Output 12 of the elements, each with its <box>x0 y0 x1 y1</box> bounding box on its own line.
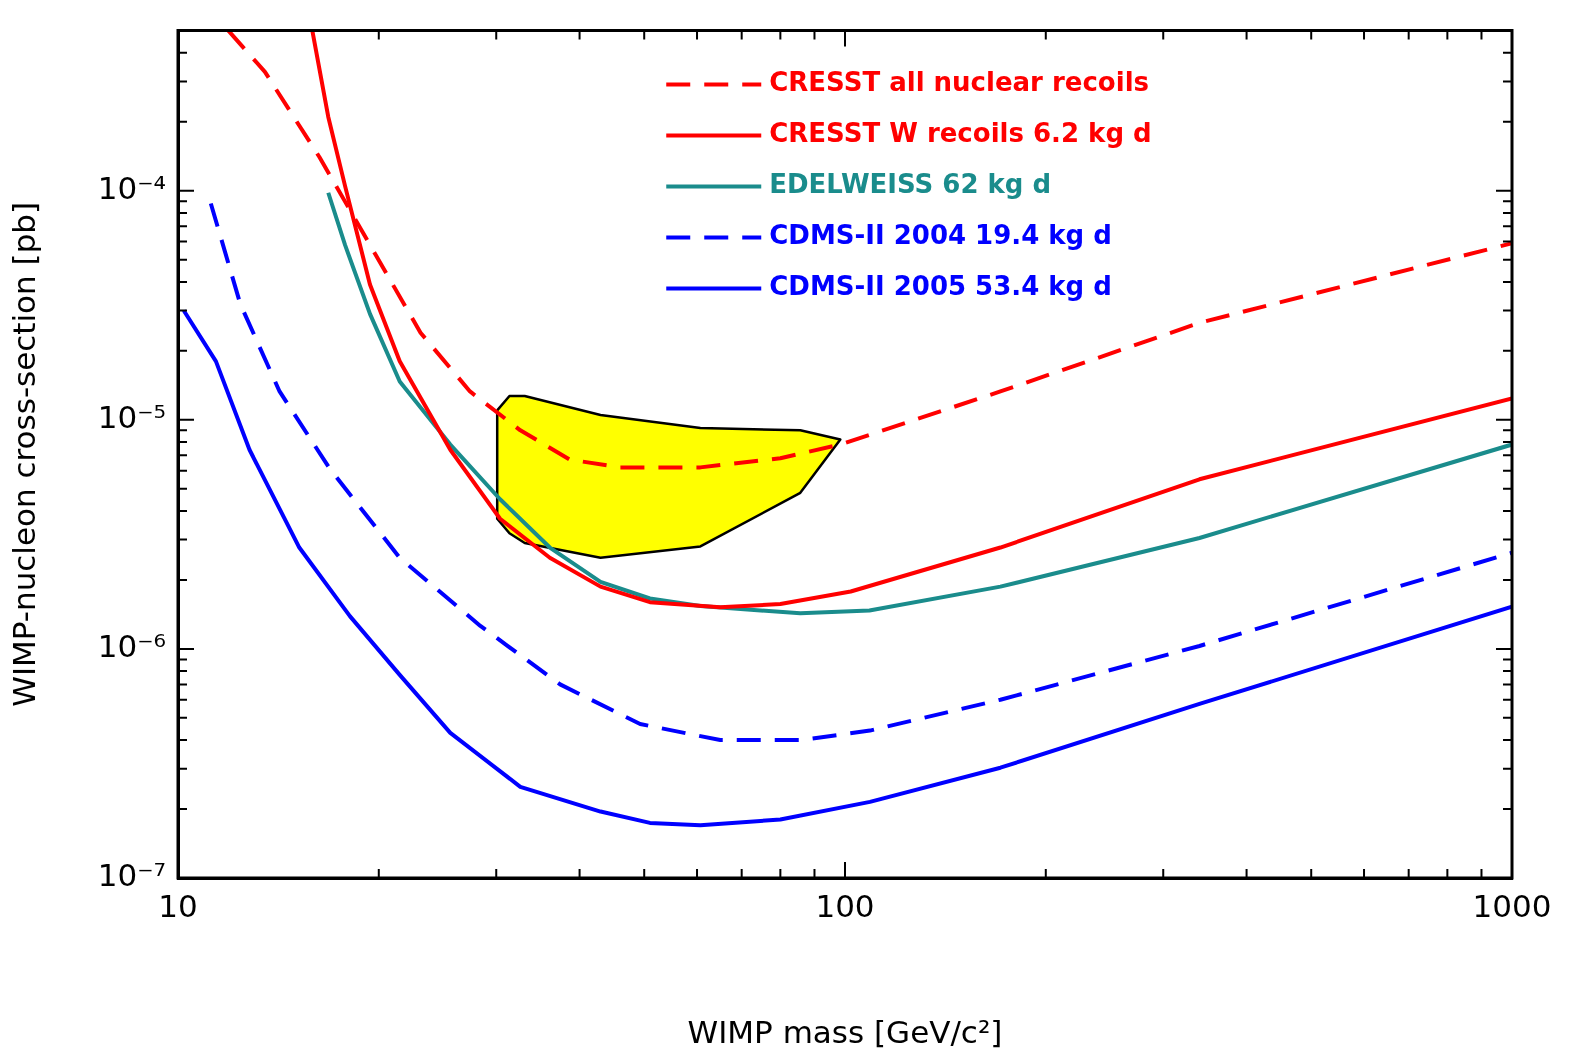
legend-label: CDMS-II 2004 19.4 kg d <box>769 220 1112 251</box>
legend-label: EDELWEISS 62 kg d <box>769 169 1052 200</box>
y-tick-label: 10⁻⁴ <box>97 169 166 206</box>
y-tick-label: 10⁻⁵ <box>97 398 166 435</box>
x-axis-title: WIMP mass [GeV/c²] <box>687 1014 1003 1051</box>
legend-label: CRESST W recoils 6.2 kg d <box>769 118 1152 149</box>
legend-label: CRESST all nuclear recoils <box>769 67 1150 98</box>
y-axis-title: WIMP-nucleon cross-section [pb] <box>5 201 42 707</box>
y-tick-label: 10⁻⁶ <box>97 627 166 664</box>
x-tick-label: 1000 <box>1472 887 1552 924</box>
x-tick-label: 100 <box>815 887 875 924</box>
legend-label: CDMS-II 2005 53.4 kg d <box>769 271 1112 302</box>
